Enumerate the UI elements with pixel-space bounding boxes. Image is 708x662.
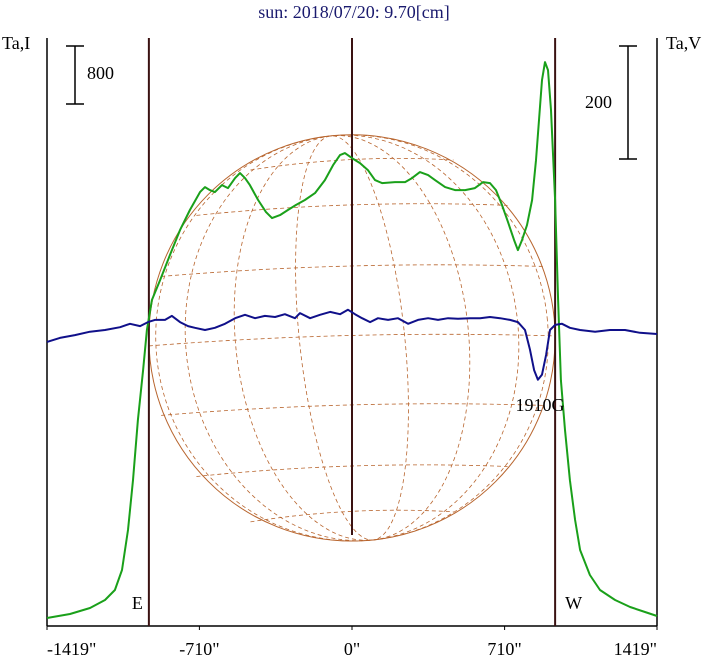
limb-label: W (565, 593, 582, 613)
series-line (46, 308, 658, 381)
x-tick-label: -1419" (47, 639, 96, 659)
y-axis-label: Ta,I (2, 33, 30, 53)
chart-title: sun: 2018/07/20: 9.70[cm] (258, 2, 450, 22)
y2-axis-label: Ta,V (666, 33, 701, 53)
parallel (250, 509, 454, 523)
meridian (155, 134, 549, 542)
scale-bar-label: 200 (585, 92, 612, 112)
x-tick-label: 0" (344, 639, 360, 659)
series-line (46, 61, 658, 619)
x-tick-label: -710" (179, 639, 219, 659)
x-tick-label: 1419" (614, 639, 657, 659)
annotation: 1910G (516, 395, 565, 415)
meridian (184, 134, 520, 542)
limb-label: E (132, 593, 143, 613)
scale-bar-label: 800 (87, 63, 114, 83)
parallel (250, 157, 454, 171)
x-tick-label: 710" (487, 639, 521, 659)
